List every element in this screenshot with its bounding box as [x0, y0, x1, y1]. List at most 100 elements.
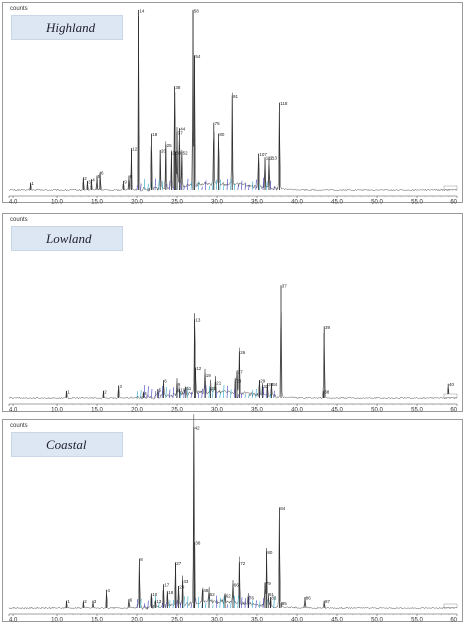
integration-marker	[269, 394, 272, 399]
x-tick-label: 40.0	[291, 200, 303, 206]
x-tick-label: 4.0	[9, 408, 18, 414]
x-tick-label: 35.0	[251, 200, 263, 206]
integration-marker	[233, 595, 236, 609]
peak-label: 4	[92, 178, 95, 183]
integration-marker	[251, 389, 254, 399]
peak-label: 42	[195, 425, 201, 430]
integration-marker	[219, 179, 221, 191]
x-tick-label: 60	[450, 408, 457, 414]
x-tick-label: 40.0	[291, 408, 303, 414]
integration-marker	[158, 179, 160, 191]
integration-marker	[255, 179, 257, 191]
peak-label: 20	[211, 386, 217, 391]
peak-label: 107	[259, 152, 267, 157]
integration-marker	[212, 182, 214, 191]
integration-marker	[169, 389, 171, 399]
integration-marker	[147, 183, 149, 191]
x-tick-label: 25.0	[171, 408, 183, 414]
peak-label: 62	[226, 594, 232, 599]
peak-label: 44	[180, 127, 186, 132]
integration-marker	[136, 185, 138, 191]
panel-title: Lowland	[46, 230, 92, 246]
peak-label: 1	[67, 389, 70, 394]
panel-title: Coastal	[46, 436, 87, 452]
x-tick-label: 45.0	[331, 200, 343, 206]
integration-marker	[140, 183, 142, 191]
x-tick-label: 20.0	[131, 618, 143, 624]
integration-marker	[230, 601, 232, 609]
peak-label: 33	[183, 579, 189, 584]
peak-label: 76	[249, 596, 255, 601]
integration-marker	[197, 596, 200, 609]
integration-marker	[273, 596, 275, 609]
peak-label: 80	[267, 550, 273, 555]
integration-marker	[140, 598, 142, 609]
x-tick-label: 15.0	[91, 200, 103, 206]
peak-label: 34	[272, 382, 278, 387]
y-axis-label: counts	[10, 423, 28, 429]
x-tick-label: 10.0	[51, 200, 63, 206]
integration-marker	[136, 391, 138, 399]
peak-label: 6	[164, 379, 167, 384]
integration-marker	[244, 394, 246, 399]
peak-label: 21	[216, 380, 222, 385]
integration-marker	[176, 600, 178, 609]
y-axis-label: counts	[10, 217, 28, 223]
x-tick-label: 45.0	[331, 408, 343, 414]
integration-marker	[273, 186, 275, 191]
peak-label: 27	[176, 561, 182, 566]
peak-label: 18	[152, 132, 158, 137]
integration-marker	[187, 178, 189, 191]
x-tick-label: 30.0	[211, 618, 223, 624]
peak-label: 9	[178, 382, 181, 387]
integration-marker	[158, 602, 160, 609]
peak-label: 85	[282, 601, 288, 606]
peak-label: 8	[140, 557, 143, 562]
x-tick-label: 60	[450, 200, 457, 206]
peak-label: 4	[144, 391, 147, 396]
integration-marker	[262, 177, 264, 191]
integration-marker	[208, 185, 210, 191]
x-tick-label: 55.0	[411, 618, 423, 624]
integration-marker	[136, 599, 138, 609]
peak-label: 81	[269, 592, 275, 597]
peak-label: 25	[167, 143, 173, 148]
peak-label: 84	[280, 506, 286, 511]
chromatogram-panel-coastal: counts Coastal 4.0 10.0 15.0 20.0 25.0 30.0 35…	[2, 414, 463, 624]
x-tick-label: 30.0	[211, 200, 223, 206]
peak-label: 6	[130, 597, 133, 602]
x-tick-label: 50.0	[371, 408, 383, 414]
integration-marker	[244, 182, 246, 191]
integration-marker	[187, 596, 189, 609]
peak-label: 38	[195, 541, 201, 546]
integration-marker	[248, 394, 250, 399]
integration-marker	[237, 394, 239, 399]
scale-marker-icon	[443, 185, 458, 190]
x-tick-label: 25.0	[171, 618, 183, 624]
integration-marker	[205, 602, 207, 609]
chromatogram-plot: 4.0 10.0 15.0 20.0 25.0 30.0 35.0 40.0 45.0 50.0 5…	[8, 414, 458, 624]
integration-marker	[215, 179, 218, 191]
chromatogram-panel-lowland: counts Lowland 4.0 10.0 15.0 20.0 25.0 30.0 35…	[2, 213, 463, 414]
peak-label: 1	[31, 181, 34, 186]
integration-marker	[233, 183, 236, 191]
integration-marker	[172, 600, 174, 609]
integration-marker	[197, 181, 200, 191]
integration-marker	[172, 387, 174, 399]
integration-marker	[255, 388, 257, 399]
integration-marker	[205, 385, 207, 399]
x-tick-label: 35.0	[251, 618, 263, 624]
peak-label: 20	[161, 148, 167, 153]
peak-label: 37	[178, 130, 184, 135]
peak-label: 27	[238, 370, 244, 375]
peak-label: 19	[206, 373, 212, 378]
peak-label: 39	[325, 325, 331, 330]
integration-marker	[169, 180, 171, 191]
peak-label: 112	[266, 156, 274, 161]
peak-label: 79	[266, 581, 272, 586]
peak-label: 86	[306, 596, 312, 601]
x-tick-label: 35.0	[251, 408, 263, 414]
panel-title-box: Coastal	[11, 432, 123, 457]
peak-label: 118	[280, 101, 288, 106]
chromatogram-trace	[8, 312, 458, 400]
